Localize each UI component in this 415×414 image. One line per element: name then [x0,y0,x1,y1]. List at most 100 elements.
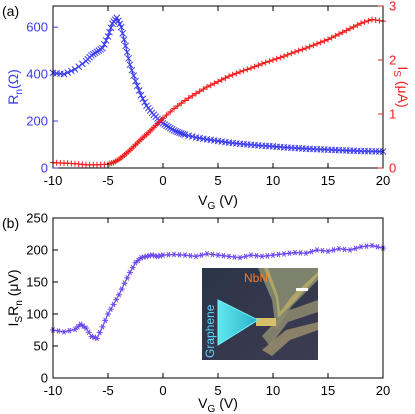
data-point [244,66,251,73]
data-point [137,91,145,99]
data-point [176,251,183,258]
data-point [104,33,112,40]
inset-label-graphene: Graphene [203,304,217,358]
data-point [94,335,100,342]
data-point [107,306,114,313]
y-tick-label: 600 [26,20,48,35]
data-point [295,47,302,54]
x-tick-label: 20 [376,383,390,398]
data-point [222,75,229,81]
data-point [171,105,177,112]
panel-a-x-label: VG​ (V) [198,192,238,212]
data-point [174,128,182,136]
series-line [52,18,384,166]
data-point [163,112,170,119]
data-point [85,329,92,336]
data-point [185,95,192,102]
data-point [354,22,361,29]
data-point [207,82,214,89]
data-point [363,243,370,250]
x-tick-label: 10 [266,383,280,398]
data-point [270,252,276,258]
data-point [273,55,280,62]
y-tick-label: 200 [26,243,48,258]
inset-micrograph: NbN Graphene [202,268,318,360]
data-point [99,323,106,330]
data-point [67,67,75,75]
data-point [292,249,298,256]
data-point [113,296,120,303]
data-point [61,329,67,335]
data-point [259,60,265,67]
data-point [369,242,375,249]
panel-b: (b) -10 -5 0 5 10 15 20 0 50 100 150 200 250 VG​ (V… [2,211,390,414]
data-point [75,63,83,71]
data-point [306,43,313,50]
data-point [352,245,359,252]
axis-label-text: Rn​(Ω) [5,69,25,105]
data-point [129,264,136,271]
data-point [120,36,128,44]
data-point [343,27,350,34]
data-point [281,53,287,60]
panel-a-right-ticks: 0 1 2 3 [378,0,396,176]
panel-a-x-ticks: -10 -5 0 5 10 15 20 [44,6,390,188]
data-point [270,57,276,63]
data-point [330,247,337,253]
data-point [347,25,353,32]
data-point [209,251,216,258]
y-tick-label: 150 [26,275,48,290]
data-point [182,97,188,104]
data-point [121,280,128,287]
data-point [332,32,339,39]
data-point [240,67,247,74]
x-tick-label: -5 [102,383,114,398]
data-point [275,251,282,258]
data-point [66,327,73,334]
panel-a-series [49,14,387,168]
data-point [128,66,136,74]
data-point [177,130,185,137]
data-point [255,62,262,69]
data-point [107,24,115,32]
data-point [259,253,265,260]
data-point [319,247,326,254]
data-point [376,17,383,24]
data-point [100,40,108,48]
data-point [347,247,353,253]
data-point [60,70,68,78]
data-point [297,250,304,256]
axis-label-text: IS​ (μA) [391,66,411,107]
data-point [237,68,243,75]
data-point [125,55,132,62]
y-tick-label: 1 [389,107,396,122]
panel-a-frame [52,5,384,169]
data-point [303,45,309,52]
data-point [127,269,133,276]
data-point [139,95,147,103]
data-point [135,257,142,264]
panel-a-left-axis-label: Rn​(Ω) [5,69,25,105]
data-point [339,29,346,36]
data-point [226,73,232,80]
y-tick-label: 200 [26,114,48,129]
data-point [172,127,180,135]
x-tick-label: 0 [159,173,166,188]
x-tick-label: 0 [159,383,166,398]
data-point [110,301,117,308]
data-point [310,42,317,49]
y-tick-label: 400 [26,67,48,82]
x-tick-label: 5 [214,383,221,398]
data-point [248,65,254,72]
data-point [308,248,315,255]
data-point [55,328,62,334]
data-point [218,76,225,83]
data-point [132,259,139,266]
y-tick-label: 250 [26,211,48,226]
data-point [317,39,324,46]
data-point [314,40,320,47]
data-point [193,90,199,97]
x-tick-label: -10 [44,173,63,188]
data-point [328,34,335,41]
data-point [277,54,284,61]
